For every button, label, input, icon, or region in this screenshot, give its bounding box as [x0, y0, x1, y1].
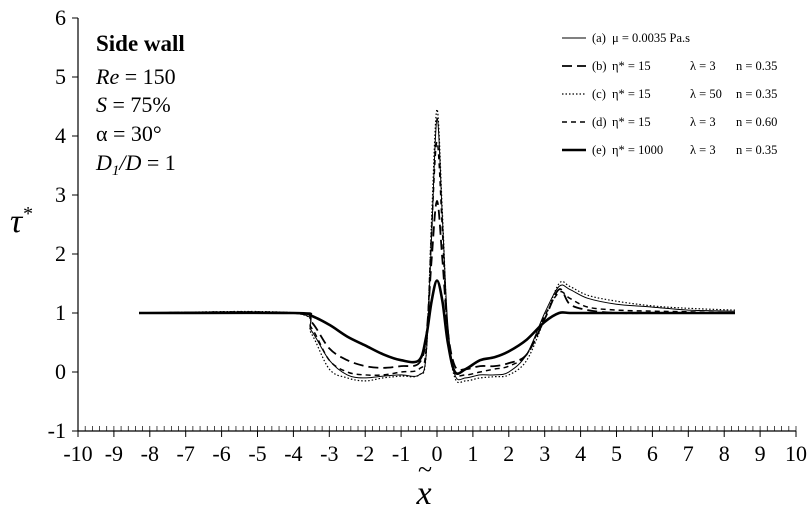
- annotation-d-value: = 1: [141, 150, 175, 175]
- x-tick-label: 6: [647, 441, 658, 466]
- annotation-diameter-ratio: D1/D = 1: [95, 150, 176, 179]
- y-tick-label: 6: [55, 5, 66, 30]
- annotation-s-value: = 75%: [107, 92, 171, 117]
- annotation-s-var: S: [96, 92, 107, 117]
- legend-label: η* = 15: [612, 59, 651, 73]
- x-tick-label: -3: [320, 441, 338, 466]
- legend-label: λ = 3: [690, 115, 716, 129]
- annotation-re-value: = 150: [119, 64, 175, 89]
- x-tick-label: 9: [755, 441, 766, 466]
- series-line-b: [138, 200, 735, 371]
- x-tick-label: 0: [432, 441, 443, 466]
- legend-label: μ = 0.0035 Pa.s: [612, 31, 690, 45]
- legend-label: λ = 50: [690, 87, 722, 101]
- x-tick-label: 5: [611, 441, 622, 466]
- y-tick-label: 5: [55, 64, 66, 89]
- series-line-a: [138, 117, 736, 381]
- y-tick-label: 2: [55, 241, 66, 266]
- y-tick-label: 4: [55, 123, 66, 148]
- y-tick-label: 3: [55, 182, 66, 207]
- legend-label: η* = 15: [612, 115, 651, 129]
- x-tick-label: 3: [539, 441, 550, 466]
- legend-label: λ = 3: [690, 143, 716, 157]
- parameter-annotation: Side wall Re = 150 S = 75% α = 30° D1/D …: [95, 31, 185, 179]
- x-tick-label: -2: [356, 441, 374, 466]
- axes: -10 -9 -8 -7 -6 -5 -4 -3 -2 -1 0 1 2 3 4 5 6 7 8 9 10-101234…: [48, 5, 807, 466]
- annotation-title: Side wall: [96, 31, 185, 56]
- annotation-d-var: D: [95, 150, 112, 175]
- legend-letter: (b): [592, 59, 607, 73]
- x-tick-label: 4: [575, 441, 586, 466]
- annotation-re-var: Re: [95, 64, 119, 89]
- x-tick-label: -4: [284, 441, 302, 466]
- legend-label: n = 0.35: [736, 87, 777, 101]
- x-tick-label: -6: [212, 441, 230, 466]
- y-tick-label: 1: [55, 300, 66, 325]
- annotation-alpha: α = 30°: [96, 121, 162, 146]
- series-line-d: [138, 141, 736, 377]
- x-tick-label: 1: [467, 441, 478, 466]
- annotation-re: Re = 150: [95, 64, 176, 89]
- x-tick-label: -10: [63, 441, 92, 466]
- series-layer: [138, 108, 736, 384]
- x-tick-label: 2: [503, 441, 514, 466]
- annotation-s: S = 75%: [96, 92, 171, 117]
- legend-letter: (a): [592, 31, 606, 45]
- annotation-d-sub: 1: [112, 163, 120, 179]
- x-tick-label: -8: [141, 441, 159, 466]
- x-axis-label: x: [415, 475, 431, 508]
- x-axis-label-tilde: ~: [418, 455, 432, 484]
- legend-label: n = 0.35: [736, 59, 777, 73]
- x-tick-label: -9: [105, 441, 123, 466]
- series-line-c: [138, 108, 736, 384]
- x-tick-label: 10: [785, 441, 807, 466]
- legend: (a) μ = 0.0035 Pa.s (b) η* = 15 λ = 3 n = 0.3…: [562, 31, 777, 157]
- legend-label: λ = 3: [690, 59, 716, 73]
- legend-label: η* = 15: [612, 87, 651, 101]
- x-tick-label: 8: [719, 441, 730, 466]
- legend-letter: (c): [592, 87, 606, 101]
- annotation-alpha-value: α = 30°: [96, 121, 162, 146]
- legend-label: n = 0.35: [736, 143, 777, 157]
- legend-label: n = 0.60: [736, 115, 777, 129]
- y-tick-label: 0: [55, 359, 66, 384]
- x-tick-label: 7: [683, 441, 694, 466]
- annotation-d-var2: /D: [117, 150, 141, 175]
- y-axis-label: τ*: [10, 203, 32, 240]
- x-tick-label: -5: [248, 441, 266, 466]
- legend-letter: (d): [592, 115, 607, 129]
- x-tick-label: -7: [177, 441, 195, 466]
- y-tick-label: -1: [48, 418, 66, 443]
- series-line-e: [138, 279, 735, 375]
- legend-label: η* = 1000: [612, 143, 663, 157]
- legend-letter: (e): [592, 143, 606, 157]
- x-tick-label: -1: [392, 441, 410, 466]
